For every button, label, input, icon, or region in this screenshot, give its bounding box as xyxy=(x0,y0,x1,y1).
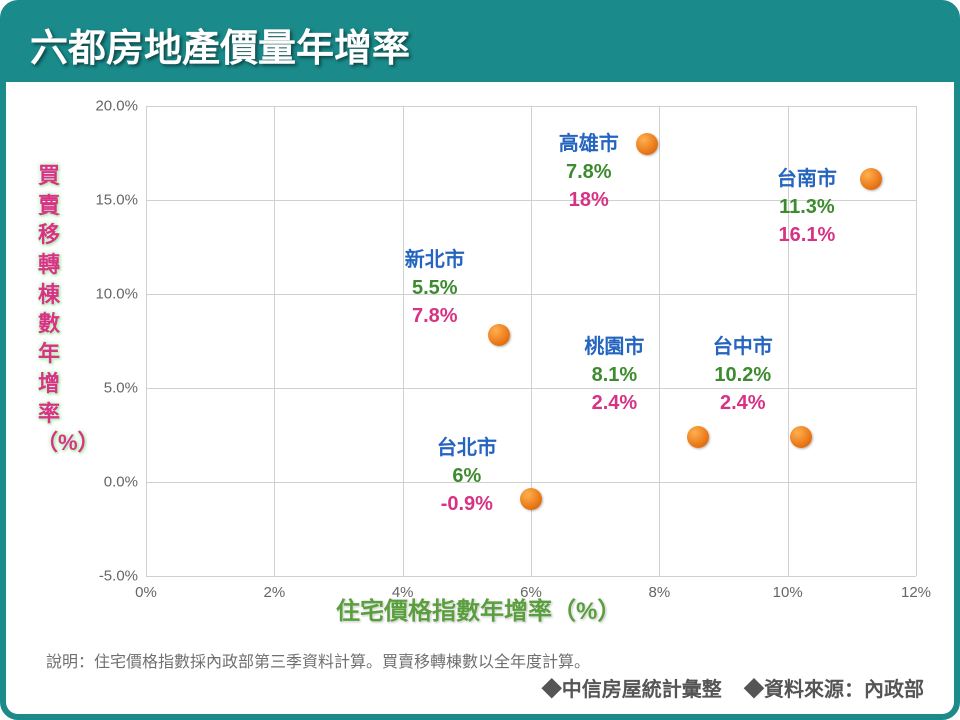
x-axis-label: 住宅價格指數年增率（%） xyxy=(336,591,621,626)
price-growth: 7.8% xyxy=(559,158,619,186)
city-name: 台南市 xyxy=(777,165,837,193)
gridline-v xyxy=(403,106,404,576)
footnote: 說明：住宅價格指數採內政部第三季資料計算。買賣移轉棟數以全年度計算。 xyxy=(46,648,590,672)
data-label: 台中市10.2%2.4% xyxy=(713,333,773,417)
x-tick-label: 0% xyxy=(135,584,157,601)
data-marker xyxy=(520,488,542,510)
y-tick-label: -5.0% xyxy=(78,568,138,585)
chart-card: 六都房地產價量年增率 買賣移轉棟數年增率（%） 住宅價格指數年增率（%） -5.… xyxy=(0,0,960,720)
price-growth: 8.1% xyxy=(584,361,644,389)
price-growth: 5.5% xyxy=(405,274,465,302)
x-tick-label: 8% xyxy=(648,584,670,601)
volume-growth: 18% xyxy=(559,186,619,214)
data-marker xyxy=(636,133,658,155)
data-label: 桃園市8.1%2.4% xyxy=(584,333,644,417)
gridline-v xyxy=(659,106,660,576)
source-line: ◆中信房屋統計彙整 ◆資料來源：內政部 xyxy=(542,673,924,702)
city-name: 台北市 xyxy=(437,434,497,462)
price-growth: 11.3% xyxy=(777,193,837,221)
y-tick-label: 0.0% xyxy=(78,474,138,491)
volume-growth: -0.9% xyxy=(437,490,497,518)
price-growth: 6% xyxy=(437,462,497,490)
data-marker xyxy=(687,426,709,448)
city-name: 桃園市 xyxy=(584,333,644,361)
y-tick-label: 5.0% xyxy=(78,380,138,397)
data-marker xyxy=(790,426,812,448)
x-tick-label: 12% xyxy=(901,584,931,601)
volume-growth: 2.4% xyxy=(713,389,773,417)
gridline-h xyxy=(146,576,916,577)
y-tick-label: 20.0% xyxy=(78,98,138,115)
page-title: 六都房地產價量年增率 xyxy=(30,17,410,72)
data-label: 高雄市7.8%18% xyxy=(559,130,619,214)
volume-growth: 16.1% xyxy=(777,221,837,249)
volume-growth: 7.8% xyxy=(405,302,465,330)
city-name: 高雄市 xyxy=(559,130,619,158)
scatter-plot: -5.0%0.0%5.0%10.0%15.0%20.0%0%2%4%6%8%10… xyxy=(146,106,916,576)
x-tick-label: 2% xyxy=(263,584,285,601)
source-origin: ◆資料來源：內政部 xyxy=(744,679,924,701)
x-tick-label: 6% xyxy=(520,584,542,601)
source-compiler: ◆中信房屋統計彙整 xyxy=(542,679,722,701)
gridline-v xyxy=(274,106,275,576)
data-marker xyxy=(488,324,510,346)
x-tick-label: 4% xyxy=(392,584,414,601)
volume-growth: 2.4% xyxy=(584,389,644,417)
header: 六都房地產價量年增率 xyxy=(6,6,954,82)
city-name: 台中市 xyxy=(713,333,773,361)
gridline-v xyxy=(916,106,917,576)
gridline-v xyxy=(146,106,147,576)
price-growth: 10.2% xyxy=(713,361,773,389)
data-marker xyxy=(860,168,882,190)
data-label: 新北市5.5%7.8% xyxy=(405,246,465,330)
x-tick-label: 10% xyxy=(773,584,803,601)
y-axis-label: 買賣移轉棟數年增率（%） xyxy=(36,161,62,458)
y-tick-label: 15.0% xyxy=(78,192,138,209)
data-label: 台北市6%-0.9% xyxy=(437,434,497,518)
data-label: 台南市11.3%16.1% xyxy=(777,165,837,249)
city-name: 新北市 xyxy=(405,246,465,274)
y-tick-label: 10.0% xyxy=(78,286,138,303)
